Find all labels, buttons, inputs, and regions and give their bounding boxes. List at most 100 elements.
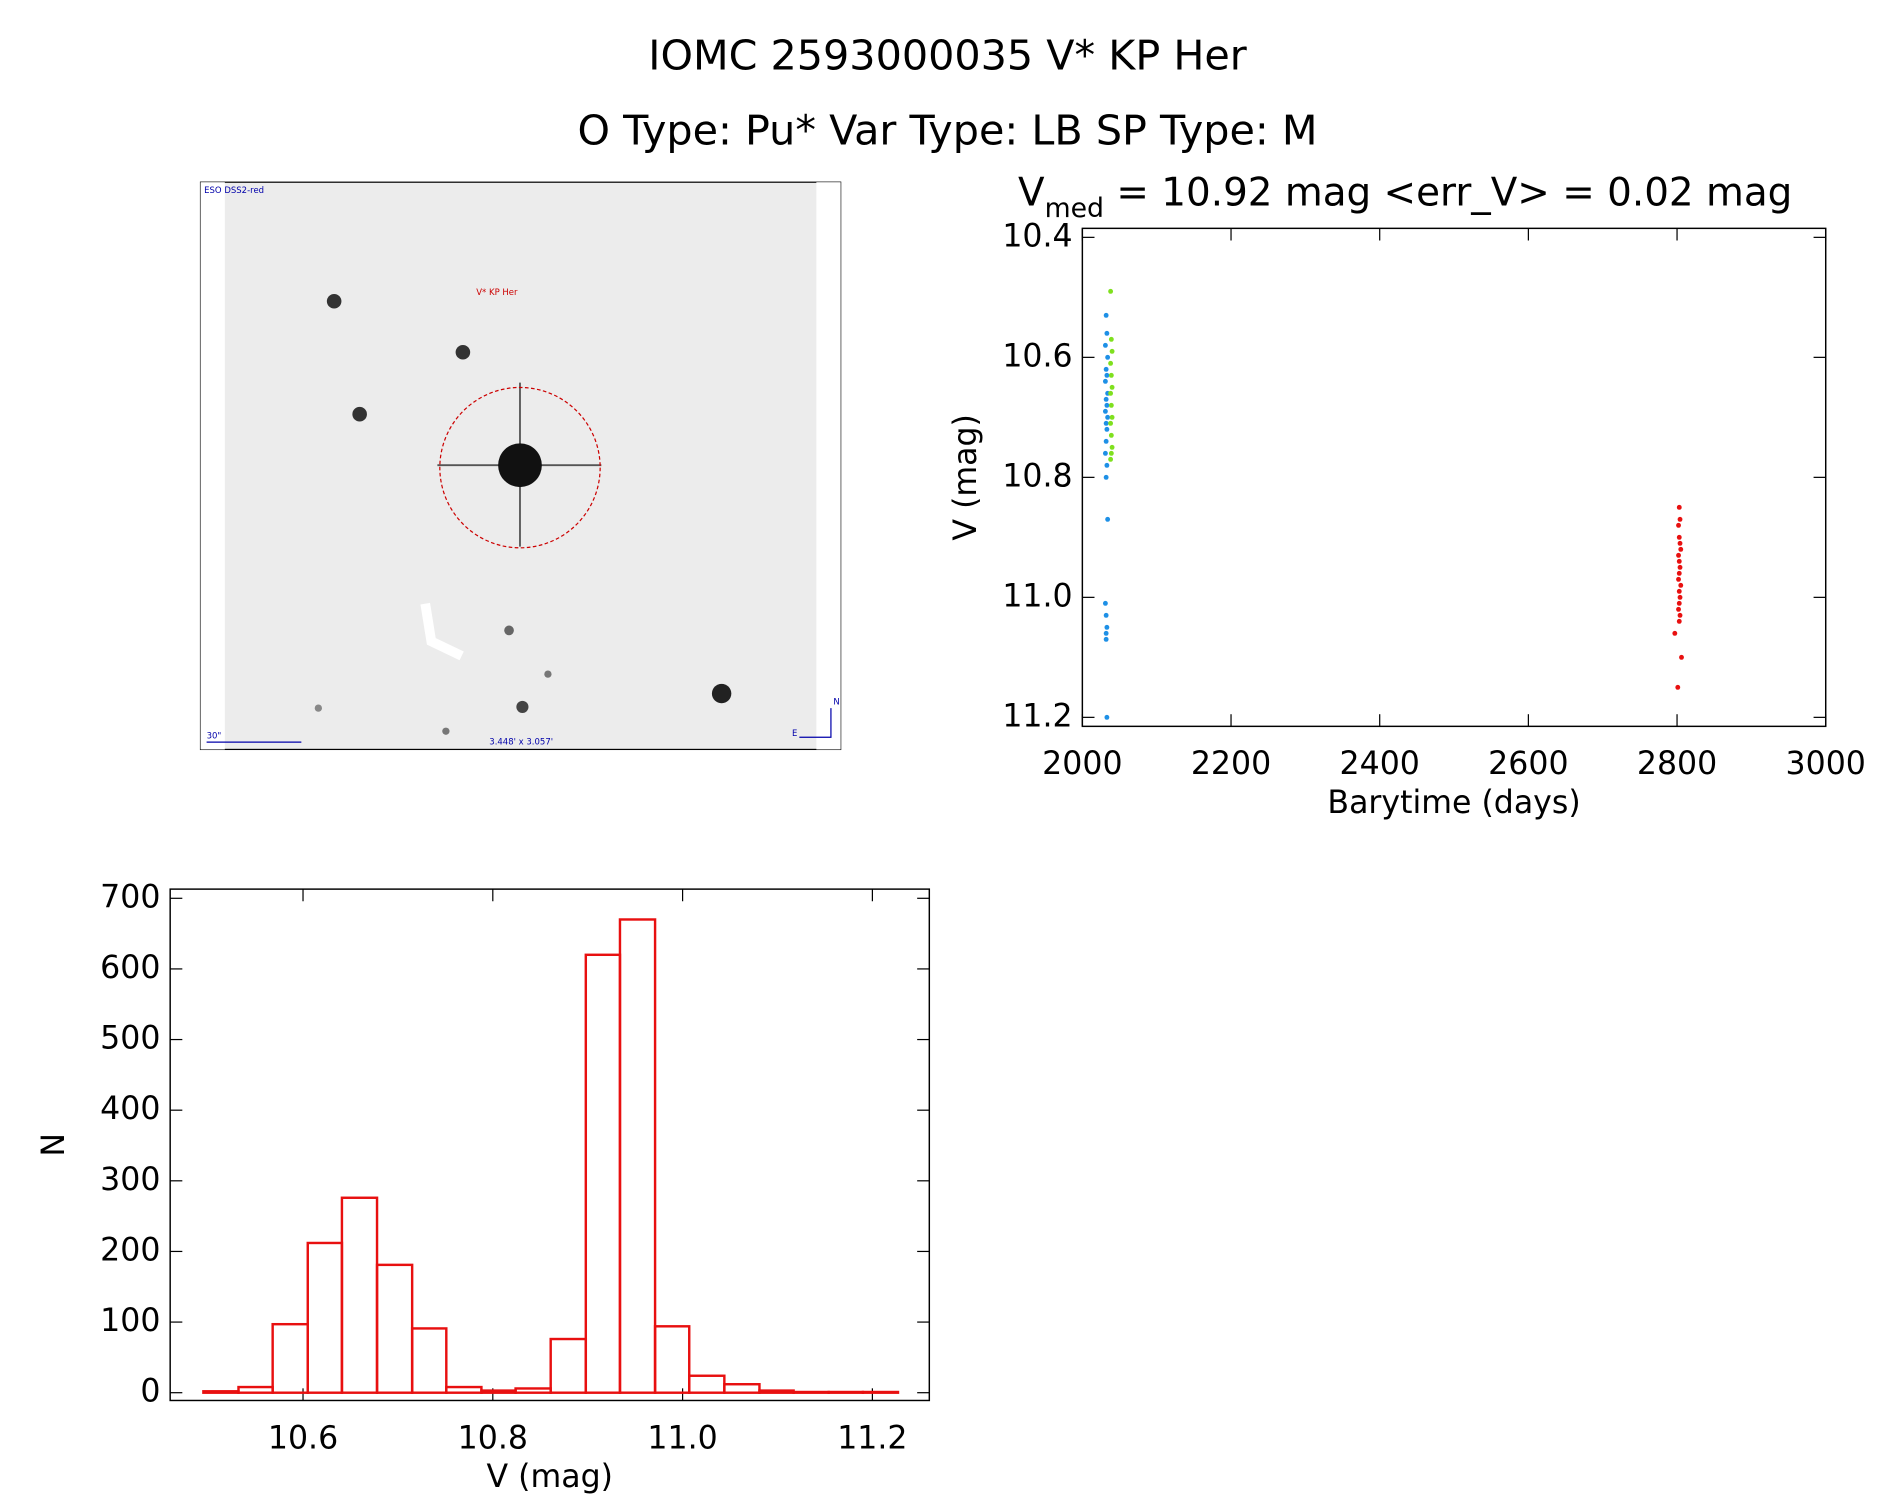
- data-point: [1103, 612, 1109, 618]
- histogram-bar: [340, 1196, 379, 1394]
- data-point: [1108, 360, 1114, 366]
- y-tick-label: 200: [100, 1232, 160, 1268]
- data-point: [1678, 546, 1684, 552]
- artifact: [420, 602, 464, 661]
- page-title: IOMC 2593000035 V* KP Her: [648, 31, 1247, 79]
- data-point: [1105, 414, 1111, 420]
- star: [498, 443, 542, 488]
- data-point: [1104, 624, 1110, 630]
- y-tick-label: 10.8: [1002, 458, 1072, 494]
- star: [544, 670, 552, 678]
- data-point: [1676, 606, 1681, 612]
- scale-label: 30": [207, 732, 222, 742]
- data-point: [1103, 396, 1109, 402]
- data-point: [1105, 516, 1111, 522]
- data-point: [1108, 420, 1114, 426]
- data-point: [1103, 420, 1109, 426]
- data-point: [1102, 600, 1108, 606]
- data-point: [1104, 402, 1110, 408]
- histogram-bar: [271, 1322, 309, 1394]
- survey-label: ESO DSS2-red: [204, 186, 264, 196]
- data-point: [1105, 354, 1111, 360]
- histogram-bar: [618, 918, 657, 1394]
- histogram-bar: [653, 1325, 691, 1394]
- data-point: [1103, 366, 1109, 372]
- y-tick-label: 11.0: [1002, 578, 1072, 614]
- data-point: [1103, 312, 1109, 318]
- y-tick-label: 10.4: [1002, 218, 1072, 254]
- histogram-bar: [861, 1390, 900, 1394]
- histogram-bar: [514, 1387, 552, 1394]
- y-tick-label: 300: [100, 1162, 160, 1198]
- data-point: [1677, 516, 1683, 522]
- data-point: [1109, 384, 1115, 390]
- data-point: [1676, 558, 1682, 564]
- x-axis-label: Barytime (days): [1327, 785, 1580, 821]
- histogram-bar: [549, 1337, 588, 1394]
- east-label: E: [792, 729, 797, 739]
- histogram-bar: [237, 1385, 274, 1394]
- y-tick-label: 100: [100, 1303, 160, 1339]
- x-tick-label: 2800: [1637, 746, 1717, 782]
- target-circle: [439, 386, 601, 549]
- data-point: [1103, 630, 1109, 636]
- histogram-bar: [480, 1389, 517, 1394]
- histogram-bar: [375, 1263, 414, 1394]
- page-subtitle: O Type: Pu* Var Type: LB SP Type: M: [578, 107, 1318, 155]
- data-point: [1676, 522, 1681, 528]
- histogram-bar: [792, 1390, 830, 1394]
- x-axis-label: V (mag): [487, 1459, 613, 1494]
- y-axis-label: N: [36, 1133, 72, 1157]
- chart-title: Vmed = 10.92 mag <err_V> = 0.02 mag: [1018, 170, 1792, 224]
- histogram-bar: [584, 953, 622, 1394]
- data-point: [1675, 684, 1681, 690]
- x-tick-label: 3000: [1786, 746, 1866, 782]
- x-tick-label: 2600: [1488, 746, 1568, 782]
- target-label: V* KP Her: [476, 288, 518, 298]
- x-tick-label: 2400: [1340, 746, 1420, 782]
- title-part: = 10.92 mag <err_V> = 0.02 mag: [1104, 170, 1792, 215]
- y-tick-label: 700: [100, 879, 160, 915]
- size-label: 3.448' x 3.057': [489, 738, 553, 748]
- data-point: [1109, 444, 1115, 450]
- data-point: [1108, 288, 1114, 294]
- data-point: [1108, 402, 1114, 408]
- star: [516, 700, 529, 713]
- data-point: [1108, 372, 1114, 378]
- x-tick-label: 11.2: [837, 1420, 907, 1456]
- data-point: [1103, 474, 1109, 480]
- data-point: [1109, 414, 1115, 420]
- histogram-bar: [202, 1390, 240, 1394]
- histogram-bar: [827, 1390, 865, 1394]
- x-tick-label: 10.8: [458, 1420, 528, 1456]
- image-margin: [816, 182, 841, 750]
- data-point: [1677, 612, 1683, 618]
- data-point: [1676, 504, 1682, 510]
- compass: [799, 708, 832, 738]
- data-point: [1676, 618, 1682, 624]
- y-tick-label: 500: [100, 1021, 160, 1057]
- finder-image: ESO DSS2-red V* KP Her 30" 3.448' x 3.05…: [199, 181, 842, 751]
- data-point: [1108, 450, 1114, 456]
- data-point: [1102, 378, 1108, 384]
- data-point: [1104, 714, 1110, 720]
- north-label: N: [833, 698, 839, 708]
- data-point: [1677, 564, 1683, 570]
- data-point: [1676, 576, 1681, 582]
- histogram-bar: [758, 1389, 795, 1394]
- data-point: [1103, 438, 1109, 444]
- data-point: [1672, 630, 1678, 636]
- image-margin: [200, 182, 225, 750]
- data-point: [1102, 450, 1108, 456]
- star: [455, 344, 471, 360]
- histogram-bar: [306, 1241, 344, 1394]
- x-tick-label: 2000: [1042, 746, 1122, 782]
- histogram-bar: [445, 1385, 483, 1394]
- data-point: [1109, 348, 1115, 354]
- title-subscript: med: [1045, 192, 1104, 223]
- histogram-bar: [723, 1383, 761, 1394]
- data-point: [1108, 456, 1114, 462]
- data-point: [1679, 654, 1684, 660]
- data-point: [1102, 342, 1108, 348]
